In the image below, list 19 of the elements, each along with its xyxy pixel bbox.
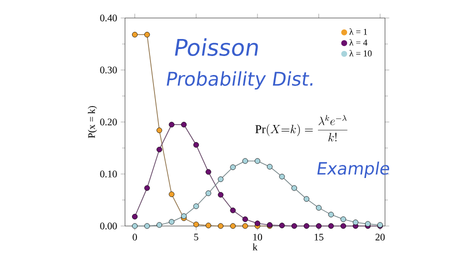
legend-label: λ = 10	[349, 50, 372, 56]
y-tick-label: 0.20	[100, 118, 117, 126]
x-axis-title: k	[252, 243, 258, 250]
y-tick-label: 0.40	[100, 14, 117, 22]
annotation: Probability Dist.	[166, 71, 312, 90]
legend-label: λ = 4	[349, 39, 368, 46]
annotation: Poisson	[174, 38, 258, 56]
x-tick-label: 20	[376, 234, 385, 240]
y-tick-label: 0.10	[100, 170, 117, 178]
y-tick-label: 0.00	[100, 222, 117, 230]
annotation: Example	[317, 162, 390, 178]
x-tick-label: 10	[253, 234, 262, 240]
legend-label: λ = 1	[349, 28, 367, 35]
x-tick-label: 5	[194, 234, 198, 240]
y-tick-label: 0.30	[100, 66, 117, 74]
annotation: $\Pr(X{=}k) = \frac{\lambda^k e^{-\lambda}}{k!}$	[255, 115, 348, 142]
x-tick-label: 0	[132, 234, 137, 240]
x-tick-label: 15	[314, 234, 324, 240]
y-axis-title: P(x = k)	[88, 106, 97, 138]
